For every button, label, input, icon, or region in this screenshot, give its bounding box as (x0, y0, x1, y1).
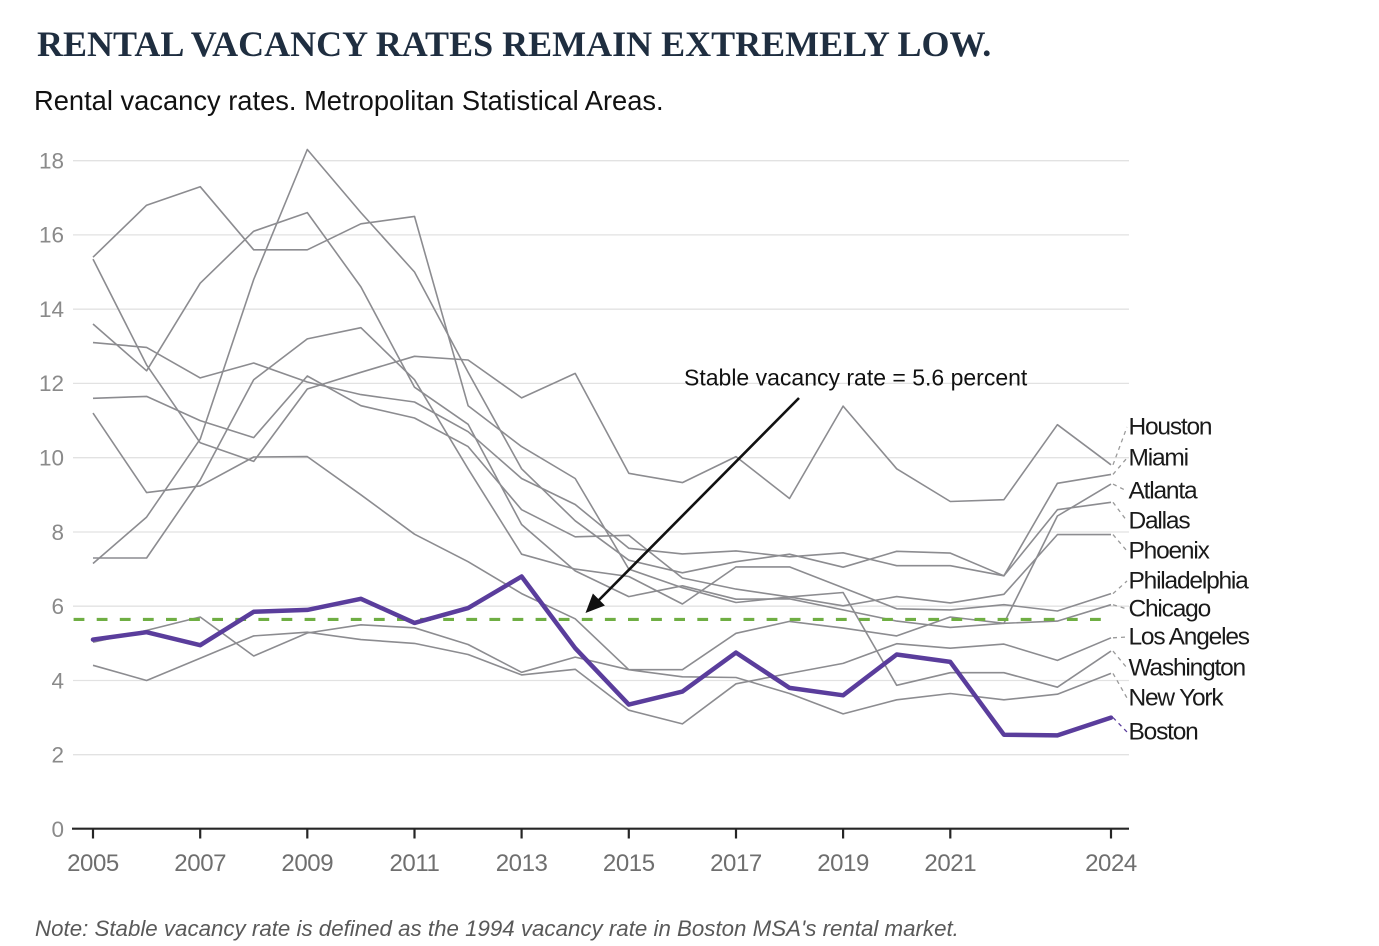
svg-text:New York: New York (1129, 685, 1225, 712)
svg-text:2024: 2024 (1085, 850, 1137, 877)
svg-text:14: 14 (39, 297, 64, 322)
svg-text:2019: 2019 (817, 850, 869, 877)
svg-text:Los Angeles: Los Angeles (1129, 624, 1250, 651)
svg-text:12: 12 (39, 371, 64, 396)
svg-text:2005: 2005 (67, 850, 119, 877)
svg-text:2013: 2013 (496, 850, 548, 877)
svg-text:Phoenix: Phoenix (1129, 538, 1210, 565)
svg-text:Boston: Boston (1129, 719, 1199, 746)
svg-text:Philadelphia: Philadelphia (1129, 568, 1250, 595)
svg-text:Atlanta: Atlanta (1129, 478, 1198, 505)
svg-text:2021: 2021 (924, 850, 976, 877)
svg-text:2009: 2009 (281, 850, 333, 877)
svg-text:2: 2 (51, 743, 64, 768)
svg-text:18: 18 (39, 149, 64, 174)
svg-text:16: 16 (39, 223, 64, 248)
svg-text:6: 6 (51, 594, 64, 619)
svg-text:Stable vacancy rate = 5.6 perc: Stable vacancy rate = 5.6 percent (684, 365, 1028, 391)
svg-text:Dallas: Dallas (1129, 508, 1191, 535)
svg-text:0: 0 (51, 817, 64, 842)
svg-text:4: 4 (51, 668, 64, 693)
svg-text:Washington: Washington (1129, 655, 1246, 682)
svg-text:Chicago: Chicago (1129, 596, 1211, 623)
svg-text:Houston: Houston (1129, 414, 1212, 441)
svg-text:2017: 2017 (710, 850, 762, 877)
svg-text:2007: 2007 (174, 850, 226, 877)
svg-text:2015: 2015 (603, 850, 655, 877)
svg-text:Miami: Miami (1129, 445, 1188, 472)
svg-text:2011: 2011 (389, 850, 439, 877)
svg-text:10: 10 (39, 446, 64, 471)
svg-text:8: 8 (51, 520, 64, 545)
